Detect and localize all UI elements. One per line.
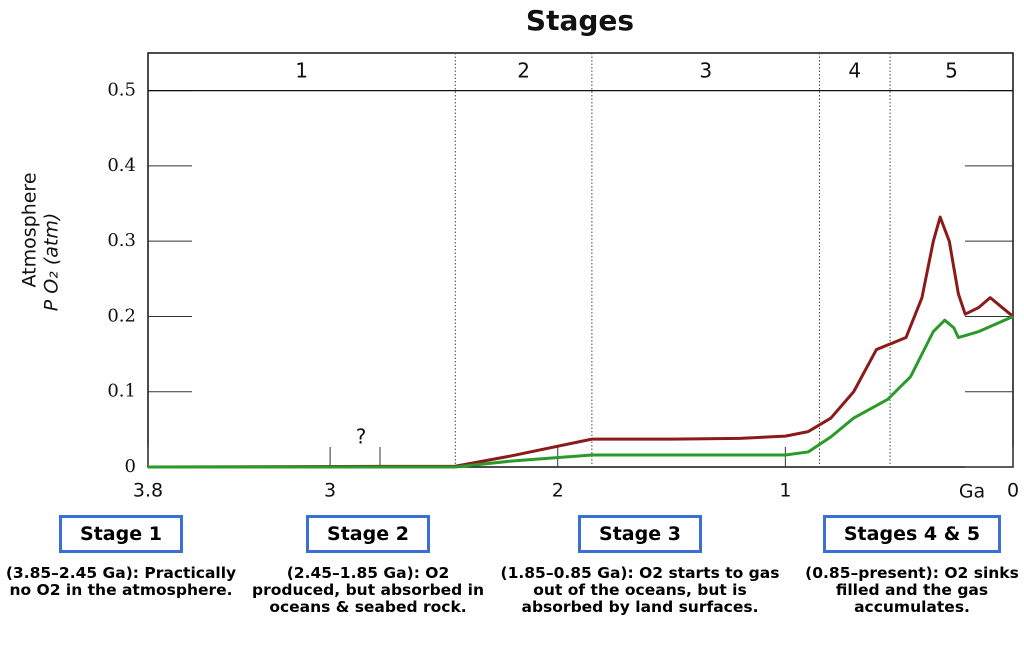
stage-label: 5 bbox=[945, 58, 958, 82]
stage-label: 2 bbox=[517, 58, 530, 82]
y-tick-label: 0.4 bbox=[107, 155, 136, 176]
stage-note: Stage 1 (3.85–2.45 Ga): Practically no O2… bbox=[1, 515, 241, 599]
note-text: (0.85–present): O2 sinks filled and the … bbox=[805, 564, 1019, 616]
y-axis-label: P O₂ (atm) bbox=[41, 213, 63, 312]
note-title: Stage 1 bbox=[59, 515, 183, 553]
note-title: Stages 4 & 5 bbox=[822, 515, 1002, 553]
stage-note: Stage 3 (1.85–0.85 Ga): O2 starts to gas … bbox=[490, 515, 790, 616]
x-tick-label: 2 bbox=[552, 480, 564, 502]
stage-label: 4 bbox=[848, 58, 861, 82]
plot-frame bbox=[147, 52, 1014, 468]
y-tick-label: 0.2 bbox=[107, 305, 136, 326]
y-tick-label: 0.5 bbox=[107, 80, 136, 101]
note-title: Stage 2 bbox=[306, 515, 430, 553]
annotation: ? bbox=[356, 425, 367, 449]
stage-label: 1 bbox=[295, 58, 308, 82]
y-tick-label: 0.1 bbox=[107, 381, 136, 402]
chart: Stages Atmosphere P O₂ (atm) Ga 0 0.1 0.2 0… bbox=[19, 4, 1020, 503]
x-tick-label: 0 bbox=[1007, 480, 1019, 502]
note-text: (1.85–0.85 Ga): O2 starts to gas out of … bbox=[500, 564, 780, 616]
stage-label: 3 bbox=[699, 58, 712, 82]
x-tick-label: 3 bbox=[324, 480, 336, 502]
data-line bbox=[148, 315, 1014, 469]
y-axis-label: Atmosphere bbox=[19, 172, 41, 287]
note-text: (2.45–1.85 Ga): O2 produced, but absorbe… bbox=[251, 564, 485, 616]
x-tick-label: 3.8 bbox=[133, 480, 163, 502]
note-text: (3.85–2.45 Ga): Practically no O2 in the… bbox=[5, 564, 237, 599]
x-tick-label: 1 bbox=[779, 480, 791, 502]
chart-title: Stages bbox=[526, 4, 634, 37]
stage-note: Stages 4 & 5 (0.85–present): O2 sinks fil… bbox=[792, 515, 1024, 616]
stage-note: Stage 2 (2.45–1.85 Ga): O2 produced, but … bbox=[248, 515, 488, 616]
x-axis-label: Ga bbox=[959, 481, 985, 503]
y-tick-label: 0 bbox=[125, 456, 136, 477]
data-line bbox=[147, 215, 1014, 469]
y-tick-label: 0.3 bbox=[107, 230, 136, 251]
note-title: Stage 3 bbox=[578, 515, 702, 553]
